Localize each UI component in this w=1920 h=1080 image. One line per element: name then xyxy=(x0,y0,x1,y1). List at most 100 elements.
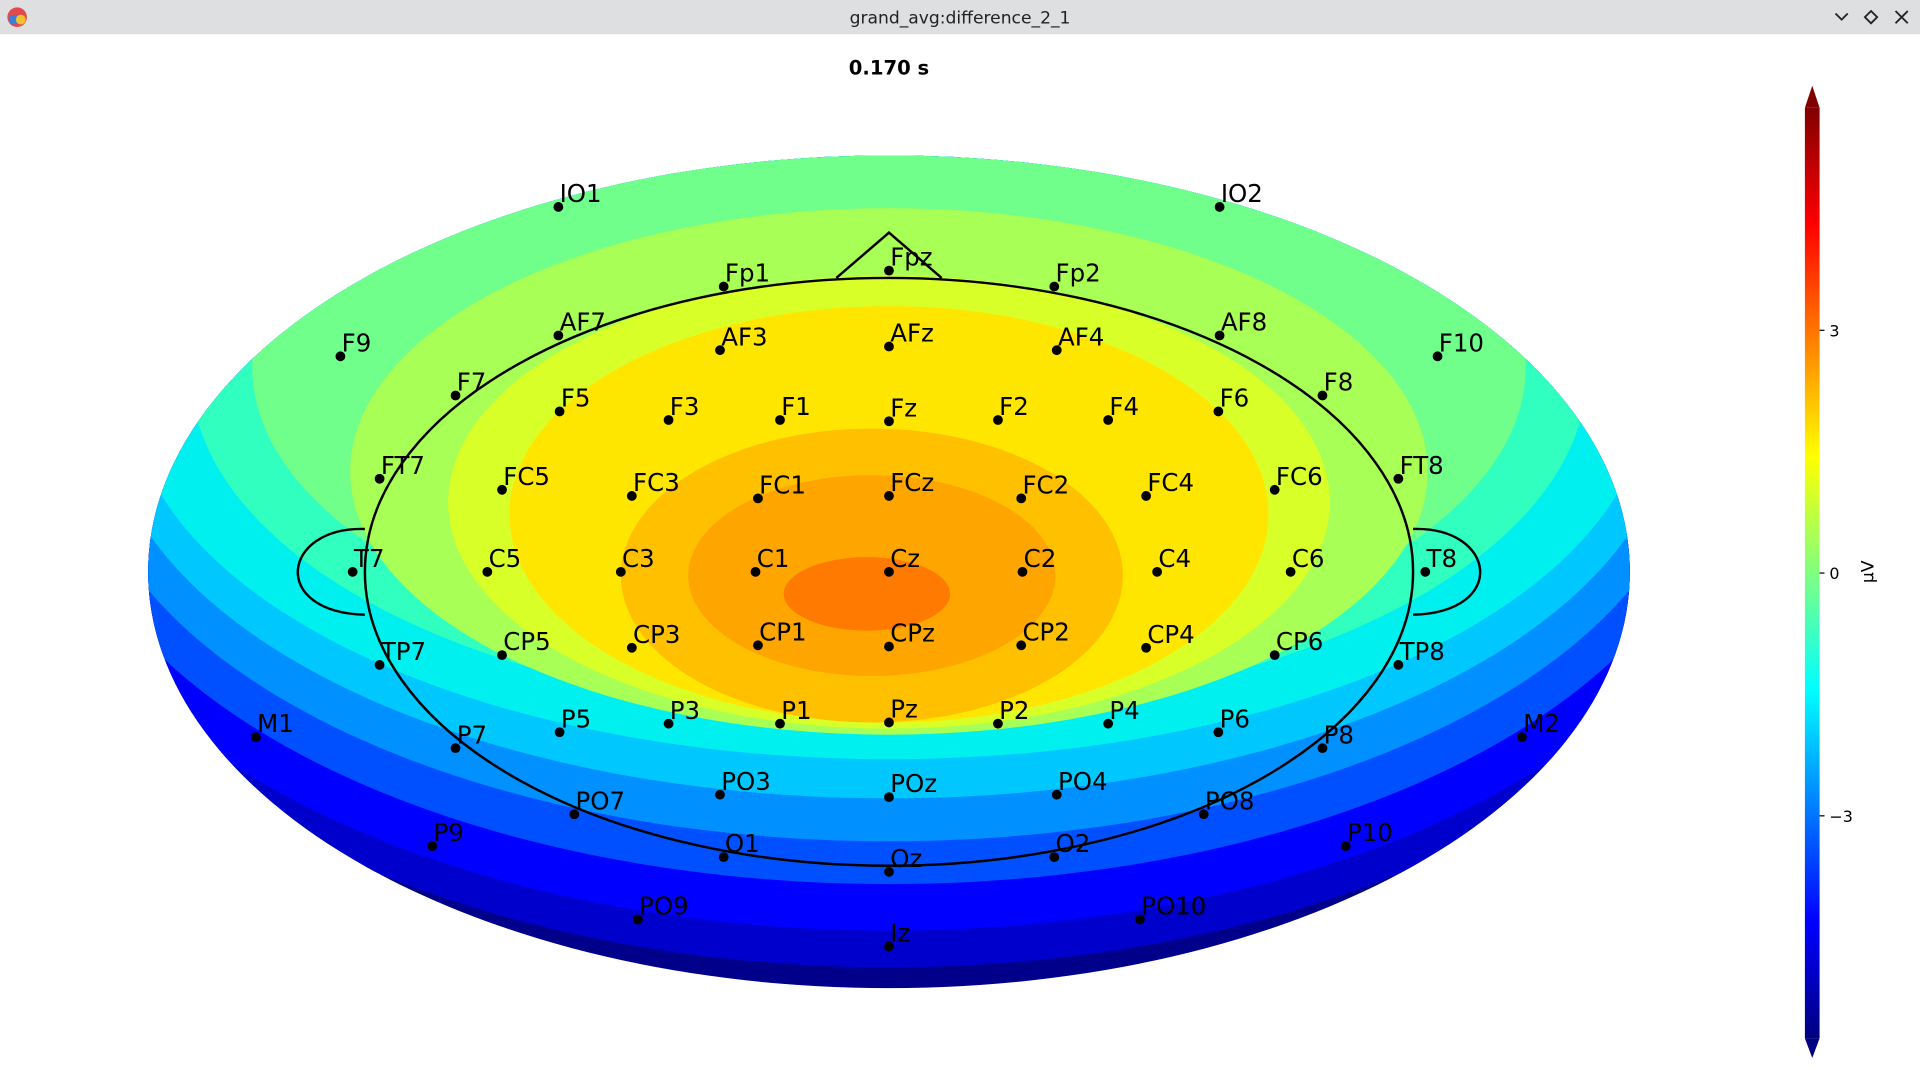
electrode xyxy=(1317,390,1328,401)
electrode xyxy=(553,202,564,212)
electrode-label: P2 xyxy=(999,696,1029,725)
electrode-label: PO8 xyxy=(1205,786,1255,815)
electrode-label: PO7 xyxy=(576,786,626,815)
app-icon xyxy=(7,7,27,27)
electrode-label: Cz xyxy=(890,544,920,573)
electrode xyxy=(615,566,626,577)
electrode xyxy=(1393,660,1404,670)
electrode xyxy=(884,265,894,276)
electrode xyxy=(553,330,564,341)
electrode-label: F10 xyxy=(1439,328,1484,357)
electrode-label: M2 xyxy=(1523,709,1560,738)
electrode-label: FC4 xyxy=(1147,468,1194,497)
electrode-label: FCz xyxy=(890,468,934,497)
electrode-label: P3 xyxy=(670,696,700,725)
electrode-label: P10 xyxy=(1347,818,1393,847)
electrode-label: F4 xyxy=(1109,392,1139,421)
electrode xyxy=(715,789,725,800)
electrode-label: P8 xyxy=(1324,720,1354,749)
electrode xyxy=(482,566,493,577)
window-title: grand_avg:difference_2_1 xyxy=(850,8,1071,28)
electrode xyxy=(884,717,894,728)
electrode xyxy=(251,732,261,743)
electrode xyxy=(1051,789,1062,800)
electrode xyxy=(1213,406,1224,417)
electrode xyxy=(1049,281,1060,292)
electrode xyxy=(753,640,763,651)
electrode xyxy=(718,852,729,863)
electrode xyxy=(1198,809,1209,820)
electrode xyxy=(1103,718,1114,729)
electrode-label: Fp2 xyxy=(1056,259,1101,288)
electrode-label: O1 xyxy=(725,829,760,858)
electrode-label: AFz xyxy=(890,319,934,348)
electrode-label: T8 xyxy=(1426,544,1458,573)
electrode-label: C6 xyxy=(1292,544,1325,573)
close-button[interactable] xyxy=(1894,10,1909,24)
electrode-label: F8 xyxy=(1324,368,1354,397)
electrode xyxy=(1269,650,1280,660)
electrode xyxy=(1285,566,1296,577)
minimize-button[interactable] xyxy=(1834,12,1849,21)
electrode-label: PO4 xyxy=(1058,767,1108,796)
electrode-label: PO9 xyxy=(639,892,689,921)
electrode xyxy=(1141,491,1152,501)
electrode xyxy=(1317,743,1328,754)
electrode-label: C2 xyxy=(1024,544,1057,573)
electrode xyxy=(1141,642,1152,653)
electrode-label: P1 xyxy=(781,696,811,725)
electrode xyxy=(884,491,894,501)
plot-title: 0.170 s xyxy=(849,57,929,80)
electrode-label: F6 xyxy=(1220,384,1250,413)
electrode xyxy=(1214,330,1225,341)
electrode xyxy=(554,727,565,738)
electrode-label: P9 xyxy=(433,818,463,847)
electrode xyxy=(427,841,438,852)
colorbar-tick-label: −3 xyxy=(1829,807,1852,826)
electrode xyxy=(450,390,461,401)
electrode-label: TP8 xyxy=(1399,637,1445,666)
electrode-label: P4 xyxy=(1109,696,1139,725)
electrode-label: F5 xyxy=(561,384,591,413)
electrode-label: FC2 xyxy=(1022,470,1069,499)
electrode xyxy=(1213,727,1224,738)
electrode-label: Fp1 xyxy=(725,259,770,288)
electrode-label: AF7 xyxy=(560,308,606,337)
electrode xyxy=(450,743,461,754)
electrode xyxy=(884,566,894,577)
electrode-label: FC5 xyxy=(503,462,550,491)
electrode xyxy=(884,641,894,652)
electrode-label: CP3 xyxy=(633,620,680,649)
electrode-label: C1 xyxy=(757,544,790,573)
electrode xyxy=(1340,841,1351,852)
electrode-label: C4 xyxy=(1158,544,1191,573)
electrode xyxy=(1016,640,1027,651)
electrode-label: F9 xyxy=(342,328,372,357)
electrode-label: C3 xyxy=(622,544,655,573)
electrode-label: C5 xyxy=(489,544,522,573)
colorbar-tick-label: 3 xyxy=(1829,321,1839,340)
colorbar-tick-label: 0 xyxy=(1829,564,1839,583)
electrode-label: AF4 xyxy=(1058,322,1104,351)
channels: IO1 IO2 Fp1 Fpz Fp2 AF7 AF3 AFz AF4 AF8 F9 F10 F7 F5 F… xyxy=(251,179,1560,952)
electrode xyxy=(1049,852,1060,863)
electrode xyxy=(1017,566,1028,577)
electrode-label: CP5 xyxy=(503,627,550,656)
electrode-label: O2 xyxy=(1056,829,1091,858)
electrode-label: CP6 xyxy=(1276,627,1323,656)
electrode-label: P6 xyxy=(1220,704,1250,733)
electrode xyxy=(775,415,785,425)
electrode-label: F3 xyxy=(670,392,700,421)
electrode-label: CPz xyxy=(890,619,935,648)
electrode-label: FT7 xyxy=(381,451,425,480)
electrode xyxy=(335,351,346,362)
electrode xyxy=(884,866,894,877)
electrode xyxy=(884,416,894,427)
electrode-label: Pz xyxy=(890,695,918,724)
electrode xyxy=(663,415,674,425)
electrode xyxy=(775,718,785,729)
electrode xyxy=(374,660,385,670)
electrode xyxy=(1051,345,1062,356)
electrode-label: IO2 xyxy=(1221,179,1263,208)
maximize-button[interactable] xyxy=(1863,9,1879,25)
